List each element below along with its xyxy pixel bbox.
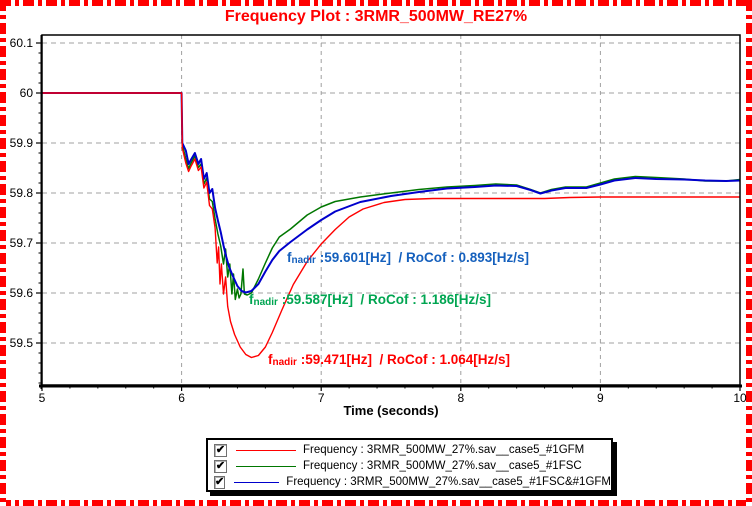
annotation-subscript: nadir [272, 357, 297, 368]
legend-line-swatch-red [236, 449, 296, 451]
x-tick-label: 9 [597, 391, 604, 405]
annotation-prefix: f [249, 292, 254, 307]
legend-label: Frequency : 3RMR_500MW_27%.sav__case5_#1… [303, 460, 582, 472]
y-tick-label: 59.5 [10, 336, 34, 350]
annotation-subscript: nadir [291, 255, 316, 266]
nadir-annotation-green: fnadir :59.587[Hz] / RoCof : 1.186[Hz/s] [249, 292, 491, 308]
nadir-annotation-blue: fnadir :59.601[Hz] / RoCof : 0.893[Hz/s] [287, 250, 529, 266]
annotation-prefix: f [268, 352, 273, 367]
dashed-border-top [0, 0, 752, 6]
y-tick-label: 60.1 [10, 36, 34, 50]
dashed-border-left [0, 0, 6, 506]
y-tick-label: 59.6 [10, 286, 34, 300]
annotation-prefix: f [287, 250, 292, 265]
x-tick-label: 7 [318, 391, 325, 405]
annotation-subscript: nadir [253, 297, 278, 308]
annotation-value: :59.471[Hz] / RoCof : 1.064[Hz/s] [296, 352, 510, 367]
x-axis-label: Time (seconds) [343, 403, 439, 418]
x-tick-label: 6 [178, 391, 185, 405]
y-tick-label: 60 [20, 86, 34, 100]
legend-row-fsc: ✔ Frequency : 3RMR_500MW_27%.sav__case5_… [214, 458, 611, 474]
annotation-value: :59.601[Hz] / RoCof : 0.893[Hz/s] [315, 250, 529, 265]
x-tick-label: 8 [457, 391, 464, 405]
annotation-value: :59.587[Hz] / RoCof : 1.186[Hz/s] [277, 292, 491, 307]
legend-label: Frequency : 3RMR_500MW_27%.sav__case5_#1… [303, 444, 585, 456]
legend-label: Frequency : 3RMR_500MW_27%.sav__case5_#1… [286, 476, 611, 488]
legend-line-swatch-blue [234, 481, 280, 483]
legend-line-swatch-green [236, 465, 296, 467]
series-line-1 [42, 92, 741, 294]
page-title: Frequency Plot : 3RMR_500MW_RE27% [224, 8, 528, 25]
legend-row-gfm: ✔ Frequency : 3RMR_500MW_27%.sav__case5_… [214, 442, 611, 458]
dashed-border-bottom [0, 500, 752, 506]
y-tick-label: 59.7 [10, 236, 34, 250]
y-tick-label: 59.8 [10, 186, 34, 200]
nadir-annotation-red: fnadir :59.471[Hz] / RoCof : 1.064[Hz/s] [268, 352, 510, 368]
plot-border [41, 34, 741, 386]
dashed-border-right [746, 0, 752, 506]
x-tick-label: 10 [733, 391, 747, 405]
legend-checkbox-fsc[interactable]: ✔ [214, 459, 227, 473]
legend-checkbox-gfm[interactable]: ✔ [214, 443, 227, 457]
legend-row-fsc-gfm: ✔ Frequency : 3RMR_500MW_27%.sav__case5_… [214, 474, 611, 490]
x-tick-label: 5 [39, 391, 46, 405]
y-tick-label: 59.9 [10, 136, 34, 150]
series-line-2 [42, 92, 740, 359]
legend-checkbox-fsc-gfm[interactable]: ✔ [214, 475, 226, 489]
legend-box: ✔ Frequency : 3RMR_500MW_27%.sav__case5_… [206, 438, 613, 492]
